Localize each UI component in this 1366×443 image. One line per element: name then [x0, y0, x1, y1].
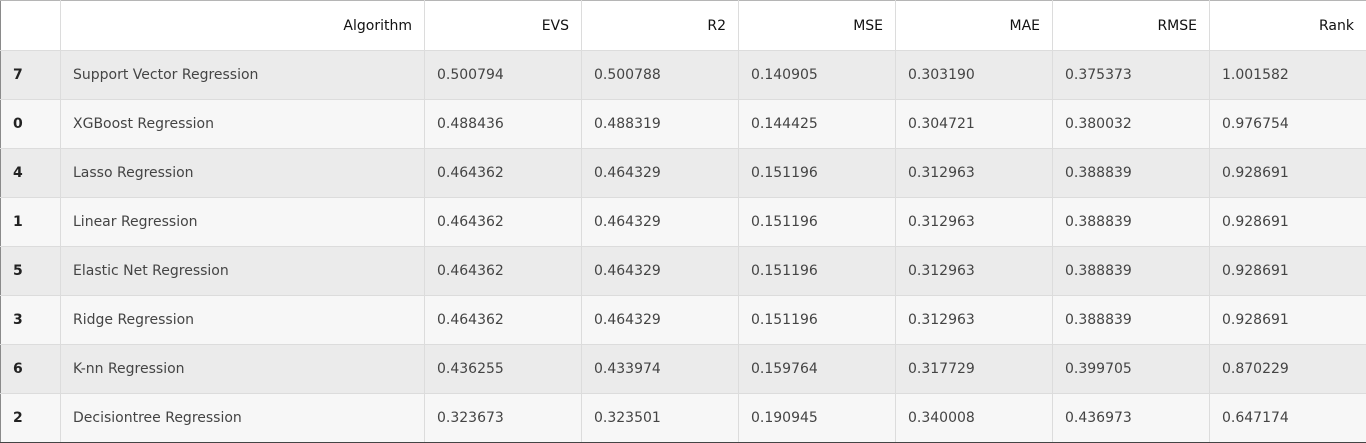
algorithm-cell: Support Vector Regression [60, 50, 425, 100]
row-index-cell: 7 [0, 50, 61, 100]
evs-cell: 0.464362 [424, 148, 582, 198]
evs-cell: 0.464362 [424, 246, 582, 296]
algorithm-column-header: Algorithm [60, 0, 425, 51]
table-row: 1 Linear Regression 0.464362 0.464329 0.1511… [0, 197, 1366, 247]
evs-cell: 0.323673 [424, 393, 582, 443]
table-row: 7 Support Vector Regression 0.500794 0.5007… [0, 50, 1366, 100]
algorithm-cell: Lasso Regression [60, 148, 425, 198]
rank-cell: 0.928691 [1209, 197, 1366, 247]
evs-cell: 0.464362 [424, 295, 582, 345]
mse-cell: 0.151196 [738, 295, 896, 345]
r2-cell: 0.500788 [581, 50, 739, 100]
header-row: Algorithm EVS R2 MSE MAE RMSE Rank [0, 0, 1366, 51]
algorithm-cell: Ridge Regression [60, 295, 425, 345]
table-row: 5 Elastic Net Regression 0.464362 0.464329 0… [0, 246, 1366, 296]
algorithm-cell: Decisiontree Regression [60, 393, 425, 443]
rmse-column-header: RMSE [1052, 0, 1210, 51]
mse-cell: 0.159764 [738, 344, 896, 394]
algorithm-cell: Linear Regression [60, 197, 425, 247]
rmse-cell: 0.388839 [1052, 295, 1210, 345]
evs-cell: 0.488436 [424, 99, 582, 149]
table-row: 3 Ridge Regression 0.464362 0.464329 0.15119… [0, 295, 1366, 345]
rmse-cell: 0.388839 [1052, 246, 1210, 296]
mse-cell: 0.151196 [738, 148, 896, 198]
table-header: Algorithm EVS R2 MSE MAE RMSE Rank [0, 0, 1366, 51]
r2-cell: 0.464329 [581, 295, 739, 345]
mae-cell: 0.312963 [895, 246, 1053, 296]
evs-column-header: EVS [424, 0, 582, 51]
mae-cell: 0.312963 [895, 148, 1053, 198]
mae-cell: 0.312963 [895, 197, 1053, 247]
row-index-cell: 0 [0, 99, 61, 149]
evs-cell: 0.436255 [424, 344, 582, 394]
rank-cell: 0.928691 [1209, 295, 1366, 345]
mae-column-header: MAE [895, 0, 1053, 51]
rmse-cell: 0.375373 [1052, 50, 1210, 100]
rmse-cell: 0.380032 [1052, 99, 1210, 149]
rmse-cell: 0.388839 [1052, 148, 1210, 198]
rmse-cell: 0.436973 [1052, 393, 1210, 443]
mae-cell: 0.340008 [895, 393, 1053, 443]
mse-column-header: MSE [738, 0, 896, 51]
rank-cell: 0.976754 [1209, 99, 1366, 149]
table-row: 4 Lasso Regression 0.464362 0.464329 0.15119… [0, 148, 1366, 198]
row-index-cell: 5 [0, 246, 61, 296]
table-row: 0 XGBoost Regression 0.488436 0.488319 0.144… [0, 99, 1366, 149]
index-column-header [0, 0, 61, 51]
row-index-cell: 6 [0, 344, 61, 394]
r2-column-header: R2 [581, 0, 739, 51]
rank-column-header: Rank [1209, 0, 1366, 51]
rmse-cell: 0.388839 [1052, 197, 1210, 247]
r2-cell: 0.323501 [581, 393, 739, 443]
mse-cell: 0.140905 [738, 50, 896, 100]
row-index-cell: 4 [0, 148, 61, 198]
rank-cell: 1.001582 [1209, 50, 1366, 100]
row-index-cell: 3 [0, 295, 61, 345]
table-row: 6 K-nn Regression 0.436255 0.433974 0.159764… [0, 344, 1366, 394]
rank-cell: 0.870229 [1209, 344, 1366, 394]
rank-cell: 0.928691 [1209, 148, 1366, 198]
evs-cell: 0.464362 [424, 197, 582, 247]
r2-cell: 0.488319 [581, 99, 739, 149]
r2-cell: 0.464329 [581, 148, 739, 198]
algorithm-cell: K-nn Regression [60, 344, 425, 394]
mae-cell: 0.303190 [895, 50, 1053, 100]
algorithm-cell: Elastic Net Regression [60, 246, 425, 296]
r2-cell: 0.464329 [581, 246, 739, 296]
mse-cell: 0.190945 [738, 393, 896, 443]
rank-cell: 0.928691 [1209, 246, 1366, 296]
r2-cell: 0.464329 [581, 197, 739, 247]
mse-cell: 0.151196 [738, 246, 896, 296]
table-row: 2 Decisiontree Regression 0.323673 0.323501… [0, 393, 1366, 443]
mae-cell: 0.304721 [895, 99, 1053, 149]
mae-cell: 0.317729 [895, 344, 1053, 394]
mae-cell: 0.312963 [895, 295, 1053, 345]
r2-cell: 0.433974 [581, 344, 739, 394]
algorithm-cell: XGBoost Regression [60, 99, 425, 149]
mse-cell: 0.144425 [738, 99, 896, 149]
rmse-cell: 0.399705 [1052, 344, 1210, 394]
row-index-cell: 2 [0, 393, 61, 443]
row-index-cell: 1 [0, 197, 61, 247]
evs-cell: 0.500794 [424, 50, 582, 100]
rank-cell: 0.647174 [1209, 393, 1366, 443]
mse-cell: 0.151196 [738, 197, 896, 247]
table-body: 7 Support Vector Regression 0.500794 0.5007… [0, 50, 1366, 443]
